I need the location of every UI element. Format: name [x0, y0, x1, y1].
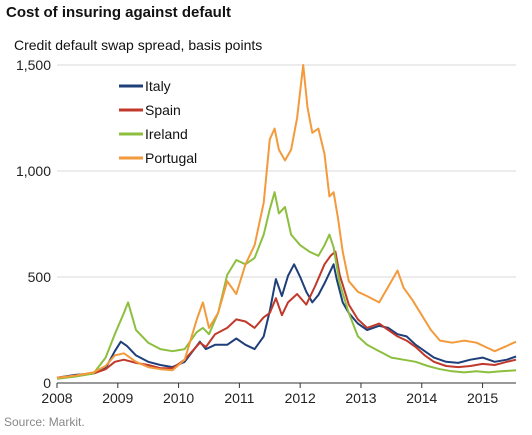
series-line-italy: [56, 263, 517, 379]
chart-title: Cost of insuring against default: [6, 4, 232, 21]
x-tick-label: 2008: [41, 390, 72, 406]
x-tick-label: 2013: [345, 390, 376, 406]
y-tick-label: 0: [43, 375, 51, 391]
source-note: Source: Markit.: [4, 415, 85, 429]
series-line-ireland: [56, 191, 517, 380]
legend-label-ireland: Ireland: [145, 126, 188, 142]
y-tick-label: 1,500: [16, 57, 51, 73]
x-tick-label: 2011: [224, 390, 254, 406]
x-tick-label: 2015: [467, 390, 498, 406]
x-tick-label: 2012: [285, 390, 316, 406]
chart-subtitle: Credit default swap spread, basis points: [14, 37, 263, 53]
x-tick-label: 2014: [406, 390, 437, 406]
series-line-portugal: [56, 64, 517, 379]
legend-label-italy: Italy: [145, 78, 171, 94]
series-line-spain: [56, 250, 517, 379]
legend-label-spain: Spain: [145, 102, 181, 118]
legend-label-portugal: Portugal: [145, 150, 197, 166]
x-tick-label: 2009: [102, 390, 133, 406]
x-tick-label: 2010: [163, 390, 194, 406]
y-tick-label: 500: [28, 269, 52, 285]
y-tick-label: 1,000: [16, 163, 51, 179]
